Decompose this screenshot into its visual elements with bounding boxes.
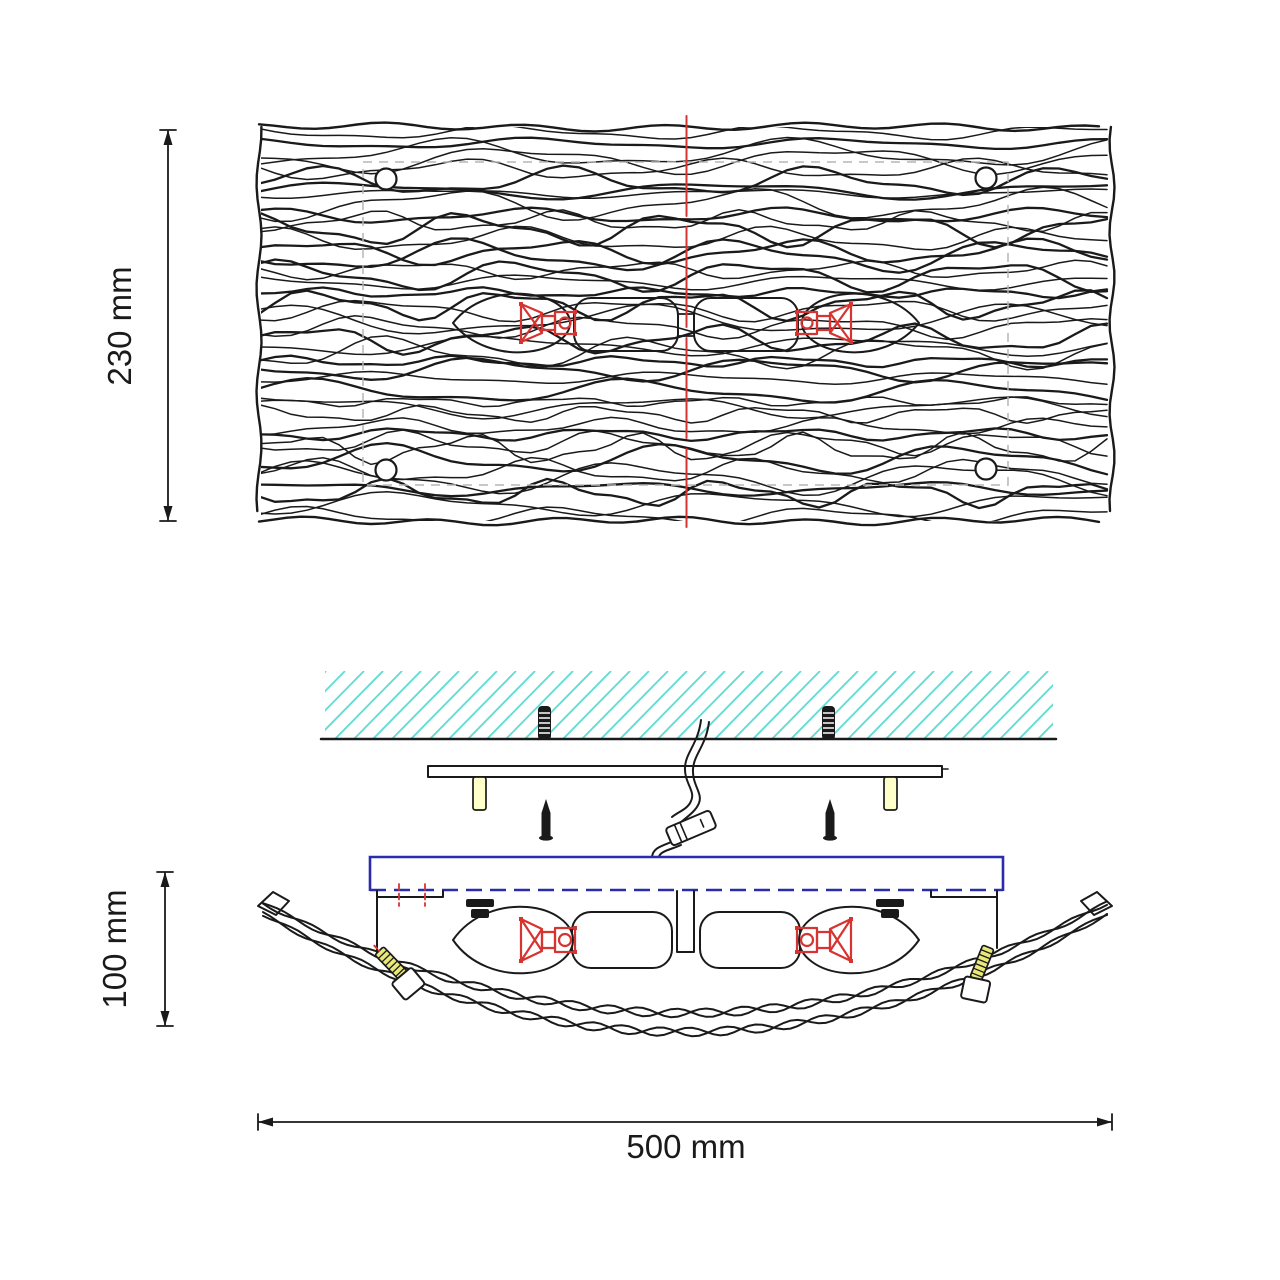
- mounting-hole: [374, 167, 398, 191]
- lamp-holder-icon: [519, 917, 577, 963]
- glass-panel-outline: [255, 121, 1116, 527]
- canopy: [368, 855, 1005, 892]
- standoff-stud: [883, 776, 898, 811]
- dimension-label-width: 500 mm: [626, 1128, 745, 1165]
- candle-bulb: [798, 905, 920, 975]
- thumb-screw: [373, 944, 426, 1001]
- dimension-width-500: 500 mm: [257, 1113, 1113, 1165]
- mounting-hole: [974, 457, 998, 481]
- lamp-housing: [693, 297, 799, 352]
- front-section-view: 100 mm 500 mm: [96, 671, 1113, 1165]
- lamp-holder-icon: [795, 302, 853, 344]
- mounting-hole: [374, 458, 398, 482]
- wall-plug-icon: [538, 706, 551, 740]
- dimension-height-230: 230 mm: [101, 129, 177, 522]
- dimension-depth-100: 100 mm: [96, 871, 174, 1027]
- lamp-holder-icon: [795, 917, 853, 963]
- fixture-frame: [376, 883, 998, 954]
- ceiling-hatch: [325, 671, 1053, 739]
- wall-plug-icon: [822, 706, 835, 740]
- dimension-label-height: 230 mm: [101, 266, 138, 385]
- socket-cap: [466, 899, 494, 918]
- candle-bulb: [452, 905, 574, 975]
- dimension-label-depth: 100 mm: [96, 889, 133, 1008]
- mounting-hole: [974, 166, 998, 190]
- socket-cap: [876, 899, 904, 918]
- shade-right-tip: [1080, 891, 1113, 916]
- mounting-holes: [374, 166, 998, 482]
- screw-icon: [823, 799, 837, 841]
- standoff-stud: [472, 776, 487, 811]
- wavy-glass-texture: [261, 127, 1109, 521]
- thumb-screw: [960, 944, 995, 1004]
- shade-left-tip: [257, 891, 290, 916]
- lamp-housing: [699, 911, 801, 969]
- lamp-housing: [571, 911, 673, 969]
- top-view-plan: 230 mm: [101, 115, 1116, 528]
- plan-lamp-gear: [452, 292, 920, 354]
- lamp-holder-icon: [519, 302, 577, 344]
- screw-icon: [539, 799, 553, 841]
- terminal-block-icon: [665, 809, 717, 847]
